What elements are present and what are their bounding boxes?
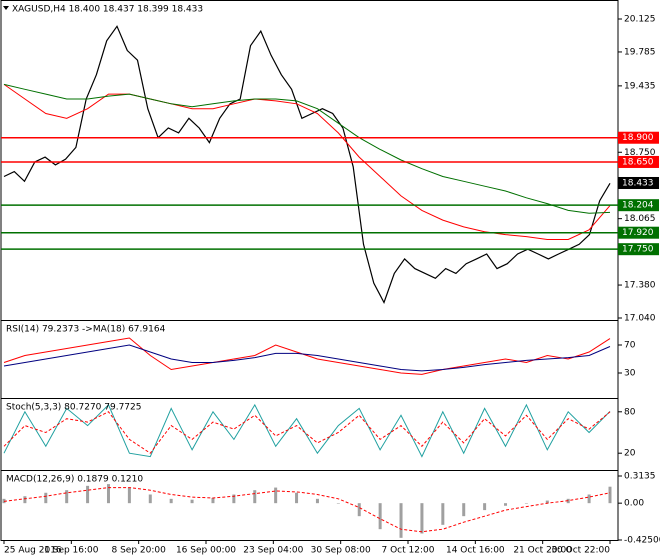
y-tick-label: 19.785: [624, 47, 656, 57]
level-label: 18.900: [622, 133, 654, 143]
histogram-bar: [420, 503, 424, 534]
x-tick-label: 14 Oct 16:00: [446, 546, 505, 556]
y-tick-label: 80: [624, 407, 636, 417]
histogram-bar: [232, 494, 236, 504]
histogram-bar: [336, 503, 340, 504]
histogram-bar: [587, 494, 591, 504]
level-label: 18.204: [622, 201, 654, 211]
y-tick-label: 17.040: [624, 314, 656, 324]
histogram-bar: [399, 503, 403, 538]
panel-title: RSI(14) 79.2373 ->MA(18) 67.9164: [6, 325, 166, 335]
x-tick-label: 21 Oct 20:00: [513, 546, 572, 556]
y-tick-label: 30: [624, 369, 636, 379]
series-line: [3, 344, 611, 372]
histogram-bar: [148, 494, 152, 504]
histogram-bar: [315, 498, 319, 504]
level-label: 17.920: [622, 228, 654, 238]
panel-title: MACD(12,26,9) 0.1879 0.1210: [6, 475, 143, 485]
histogram-bar: [504, 503, 508, 506]
y-tick-label: 18.750: [624, 148, 656, 158]
histogram-bar: [86, 485, 90, 504]
series-line: [3, 337, 611, 375]
y-tick-label: 0.00: [624, 499, 644, 509]
y-tick-label: 20.125: [624, 15, 656, 25]
histogram-bar: [378, 503, 382, 530]
series-line: [3, 25, 611, 304]
series-line: [3, 83, 611, 214]
x-tick-label: 23 Sep 04:00: [243, 546, 303, 556]
histogram-bar: [169, 498, 173, 504]
level-label: 18.650: [622, 157, 654, 167]
histogram-bar: [357, 503, 361, 517]
histogram-bar: [190, 499, 194, 504]
x-tick-label: 16 Sep 00:00: [176, 546, 236, 556]
panel-frame: [0, 470, 619, 541]
histogram-bar: [295, 492, 299, 504]
histogram-bar: [545, 500, 549, 504]
histogram-bar: [23, 496, 27, 504]
x-tick-label: 30 Oct 22:00: [551, 546, 610, 556]
y-tick-label: 19.435: [624, 81, 656, 91]
x-tick-label: 8 Sep 20:00: [111, 546, 166, 556]
level-label: 17.750: [622, 245, 654, 255]
price-box: [618, 176, 659, 189]
histogram-bar: [462, 503, 466, 517]
histogram-bar: [441, 503, 445, 525]
symbol-icon: [3, 6, 9, 10]
panel-title: Stoch(5,3,3) 80.7270 79.7725: [6, 403, 141, 413]
y-tick-label: 17.380: [624, 281, 656, 291]
histogram-bar: [127, 487, 131, 504]
x-tick-label: 7 Oct 12:00: [382, 546, 435, 556]
histogram-bar: [211, 497, 215, 504]
x-tick-label: 30 Sep 08:00: [311, 546, 371, 556]
histogram-bar: [106, 484, 110, 504]
level-box: [618, 226, 659, 239]
level-box: [618, 243, 659, 256]
histogram-bar: [274, 487, 278, 504]
level-box: [618, 155, 659, 168]
histogram-bar: [253, 490, 257, 504]
level-box: [618, 199, 659, 212]
panel-title: XAGUSD,H4 18.400 18.437 18.399 18.433: [12, 5, 203, 15]
series-line: [3, 411, 611, 454]
panel-frame: [0, 0, 619, 321]
histogram-bar: [483, 503, 487, 511]
y-tick-label: 70: [624, 341, 636, 351]
y-tick-label: 0.3135: [624, 472, 656, 482]
histogram-bar: [65, 490, 69, 504]
series-line: [3, 403, 611, 458]
histogram-bar: [608, 486, 612, 504]
price-label: 18.433: [622, 178, 654, 188]
y-tick-label: 18.065: [624, 214, 656, 224]
x-tick-label: 1 Sep 16:00: [44, 546, 99, 556]
level-box: [618, 131, 659, 144]
plot-area: [2, 25, 612, 538]
histogram-bar: [524, 503, 528, 504]
x-tick-label: 25 Aug 2016: [4, 546, 62, 556]
y-tick-label: -0.42500: [624, 536, 660, 546]
y-tick-label: 20: [624, 449, 636, 459]
histogram-bar: [44, 492, 48, 504]
series-line: [3, 487, 611, 533]
